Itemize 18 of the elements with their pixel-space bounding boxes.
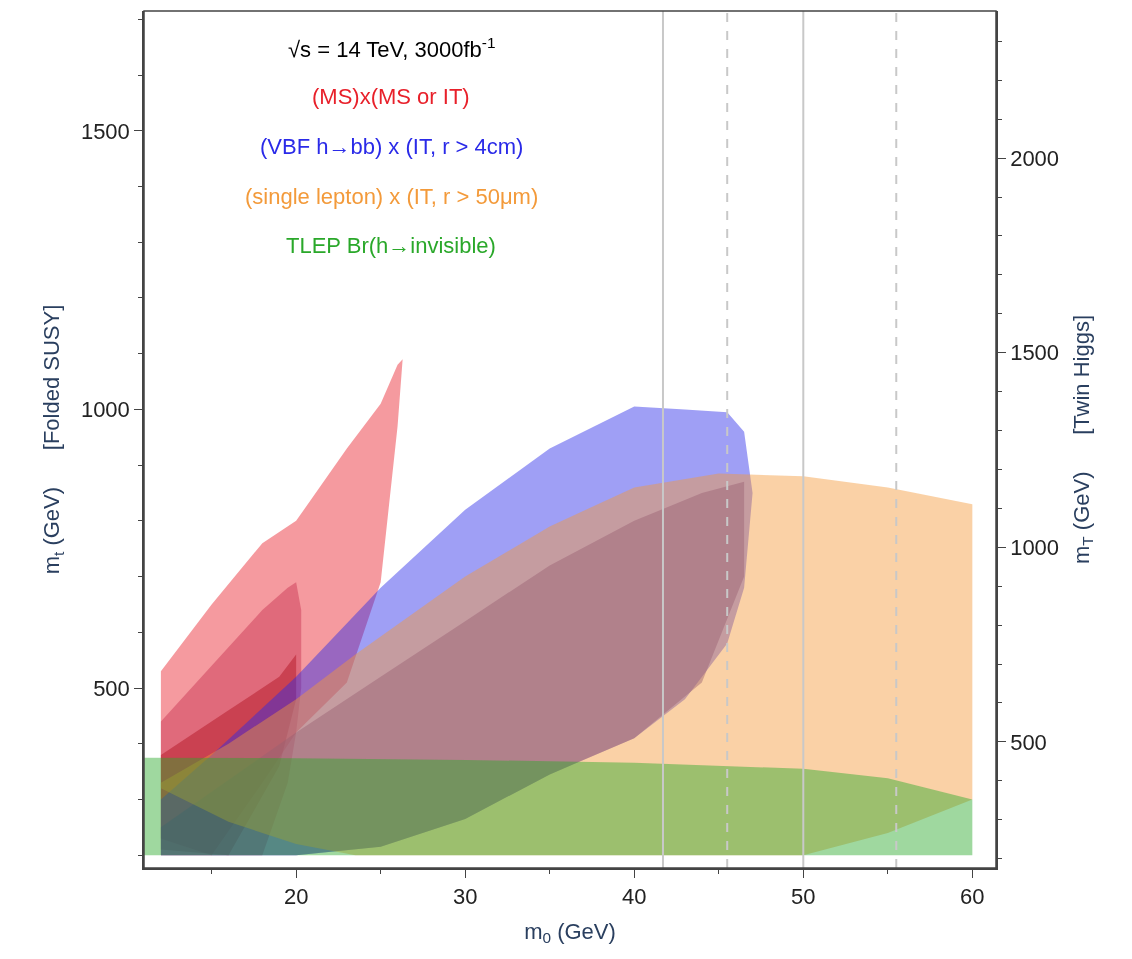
y2-tick-label: 1500 xyxy=(1010,340,1060,366)
annotation: √s = 14 TeV, 3000fb$^{-1}$ xyxy=(288,34,496,63)
y2-tick-label: 1000 xyxy=(1010,535,1060,561)
x-tick-label: 40 xyxy=(622,884,647,910)
text: TLEP Br(h→invisible) xyxy=(286,233,496,258)
x-tick-label: 30 xyxy=(452,884,478,910)
text: (MS)x(MS or IT) xyxy=(312,84,470,109)
text: (single lepton) x (IT, r > 50μm) xyxy=(245,184,539,209)
y-tick-label: 500 xyxy=(93,675,130,701)
y2-tick-label: 500 xyxy=(1010,729,1047,755)
x-axis-title: m$_{0}$ (GeV) xyxy=(524,918,616,947)
y-tick-label: 1500 xyxy=(80,118,130,144)
x-tick-label: 50 xyxy=(791,884,816,910)
x-tick-label: 20 xyxy=(283,884,309,910)
x-tick-label: 60 xyxy=(960,884,985,910)
y2-tick-label: 2000 xyxy=(1010,145,1060,171)
y-tick-label: 1000 xyxy=(80,397,130,423)
text: (VBF h→bb) x (IT, r > 4cm) xyxy=(260,134,524,159)
